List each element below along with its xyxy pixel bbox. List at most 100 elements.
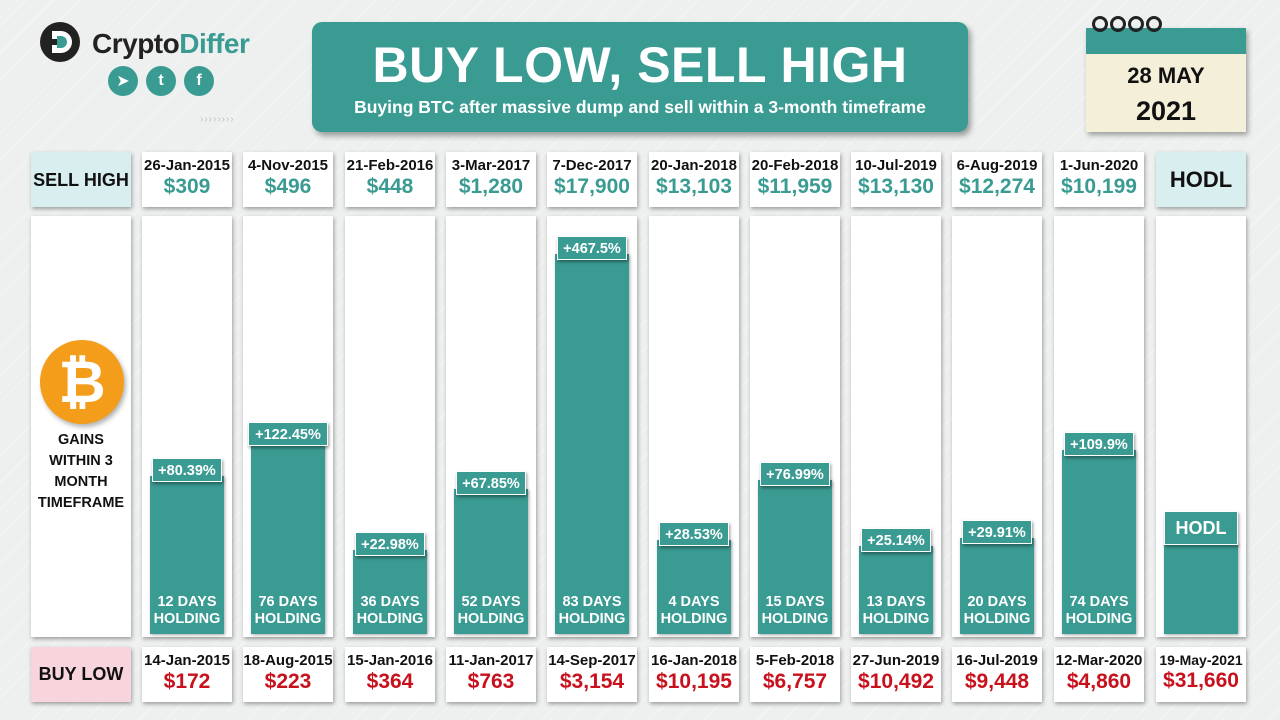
sell-date: 26-Jan-2015 xyxy=(144,157,230,174)
gain-bar: 13 DAYS HOLDING xyxy=(859,546,933,634)
gain-percent-label: +467.5% xyxy=(557,236,627,260)
buy-date: 19-May-2021 xyxy=(1159,652,1243,668)
gain-bar: 76 DAYS HOLDING xyxy=(251,440,325,634)
buy-date: 14-Sep-2017 xyxy=(548,652,636,669)
title-banner: BUY LOW, SELL HIGH Buying BTC after mass… xyxy=(312,22,968,132)
sell-price: $11,959 xyxy=(757,175,833,198)
gain-percent-label: +80.39% xyxy=(152,458,222,482)
buy-low-cell: 16-Jan-2018 $10,195 xyxy=(649,647,739,702)
sell-price: $10,199 xyxy=(1061,175,1137,198)
gain-percent-label: +22.98% xyxy=(355,532,425,556)
gain-percent-label: +67.85% xyxy=(456,471,526,495)
buy-price: $763 xyxy=(467,670,515,693)
brand-name: CryptoDiffer xyxy=(92,28,250,60)
gain-bar: 4 DAYS HOLDING xyxy=(657,540,731,634)
gain-bar: 20 DAYS HOLDING xyxy=(960,538,1034,634)
holding-period-label: 76 DAYS HOLDING xyxy=(254,594,322,627)
buy-price: $10,492 xyxy=(858,670,934,693)
brand-logo: CryptoDiffer ➤ t f xyxy=(38,18,298,98)
sell-date: 10-Jul-2019 xyxy=(855,157,937,174)
gains-label-panel xyxy=(31,216,131,637)
buy-date: 5-Feb-2018 xyxy=(755,652,835,669)
gain-bar: 36 DAYS HOLDING xyxy=(353,550,427,634)
sell-high-cell: 1-Jun-2020 $10,199 xyxy=(1054,152,1144,207)
buy-low-label: BUY LOW xyxy=(31,647,131,702)
calendar-date: 28 MAY 2021 xyxy=(1086,16,1246,132)
buy-date: 27-Jun-2019 xyxy=(852,652,940,669)
sell-high-cell: 20-Feb-2018 $11,959 xyxy=(750,152,840,207)
calendar-rings-icon xyxy=(1092,16,1162,32)
gain-bar: 15 DAYS HOLDING xyxy=(758,480,832,634)
buy-date: 14-Jan-2015 xyxy=(144,652,230,669)
buy-price: $31,660 xyxy=(1163,669,1239,692)
page-title: BUY LOW, SELL HIGH xyxy=(372,37,908,93)
buy-price: $3,154 xyxy=(559,670,625,693)
gain-percent-label: +29.91% xyxy=(962,520,1032,544)
sell-date: 21-Feb-2016 xyxy=(346,157,434,174)
buy-low-cell: 16-Jul-2019 $9,448 xyxy=(952,647,1042,702)
sell-high-cell: 21-Feb-2016 $448 xyxy=(345,152,435,207)
gain-percent-label: +28.53% xyxy=(659,522,729,546)
telegram-icon[interactable]: ➤ xyxy=(108,66,138,96)
gain-bar: 74 DAYS HOLDING xyxy=(1062,450,1136,634)
sell-high-label: SELL HIGH xyxy=(31,152,131,207)
sell-price: $448 xyxy=(366,175,414,198)
gain-percent-label: +109.9% xyxy=(1064,432,1134,456)
cryptodiffer-logo-icon xyxy=(40,22,80,62)
buy-date: 16-Jul-2019 xyxy=(956,652,1038,669)
sell-date: 20-Jan-2018 xyxy=(651,157,737,174)
buy-date: 11-Jan-2017 xyxy=(448,652,534,669)
sell-high-cell: 10-Jul-2019 $13,130 xyxy=(851,152,941,207)
holding-period-label: 13 DAYS HOLDING xyxy=(862,594,930,627)
buy-price: $364 xyxy=(366,670,414,693)
sell-high-cell: 26-Jan-2015 $309 xyxy=(142,152,232,207)
calendar-day: 28 MAY xyxy=(1127,63,1205,88)
buy-price: $6,757 xyxy=(762,670,828,693)
sell-date: 3-Mar-2017 xyxy=(451,157,531,174)
sell-high-cell: 7-Dec-2017 $17,900 xyxy=(547,152,637,207)
holding-period-label: 12 DAYS HOLDING xyxy=(153,594,221,627)
buy-price: $223 xyxy=(264,670,312,693)
buy-date: 15-Jan-2016 xyxy=(347,652,433,669)
sell-price: $309 xyxy=(163,175,211,198)
buy-price: $9,448 xyxy=(964,670,1030,693)
buy-price: $10,195 xyxy=(656,670,732,693)
holding-period-label: 4 DAYS HOLDING xyxy=(660,594,728,627)
gain-percent-label: +76.99% xyxy=(760,462,830,486)
holding-period-label: 74 DAYS HOLDING xyxy=(1065,594,1133,627)
buy-low-cell: 27-Jun-2019 $10,492 xyxy=(851,647,941,702)
sell-high-cell: 6-Aug-2019 $12,274 xyxy=(952,152,1042,207)
buy-low-cell: 14-Jan-2015 $172 xyxy=(142,647,232,702)
buy-low-cell: 12-Mar-2020 $4,860 xyxy=(1054,647,1144,702)
sell-high-cell: 3-Mar-2017 $1,280 xyxy=(446,152,536,207)
buy-low-cell: 18-Aug-2015 $223 xyxy=(243,647,333,702)
gain-bar: 12 DAYS HOLDING xyxy=(150,476,224,634)
sell-price: $1,280 xyxy=(458,175,524,198)
gain-bar: 52 DAYS HOLDING xyxy=(454,489,528,634)
social-links: ➤ t f xyxy=(108,66,214,96)
buy-date: 16-Jan-2018 xyxy=(651,652,737,669)
sell-date: 4-Nov-2015 xyxy=(247,157,329,174)
buy-low-cell: 11-Jan-2017 $763 xyxy=(446,647,536,702)
page-subtitle: Buying BTC after massive dump and sell w… xyxy=(354,97,926,117)
holding-period-label: 83 DAYS HOLDING xyxy=(558,594,626,627)
sell-date: 6-Aug-2019 xyxy=(956,157,1038,174)
brand-name-part1: Crypto xyxy=(92,28,180,59)
buy-price: $172 xyxy=(163,670,211,693)
buy-low-cell: 14-Sep-2017 $3,154 xyxy=(547,647,637,702)
buy-date: 12-Mar-2020 xyxy=(1055,652,1143,669)
sell-price: $13,130 xyxy=(858,175,934,198)
hodl-bar-label: HODL xyxy=(1164,511,1238,545)
holding-period-label: 15 DAYS HOLDING xyxy=(761,594,829,627)
sell-price: $12,274 xyxy=(959,175,1035,198)
calendar-year: 2021 xyxy=(1135,96,1197,126)
buy-low-cell: 5-Feb-2018 $6,757 xyxy=(750,647,840,702)
hodl-buy-cell: 19-May-2021 $31,660 xyxy=(1156,647,1246,702)
calendar-header xyxy=(1086,28,1246,54)
sell-price: $496 xyxy=(264,175,312,198)
facebook-icon[interactable]: f xyxy=(184,66,214,96)
buy-date: 18-Aug-2015 xyxy=(243,652,333,669)
hodl-bar xyxy=(1164,543,1238,634)
brand-name-part2: Differ xyxy=(179,28,250,59)
twitter-icon[interactable]: t xyxy=(146,66,176,96)
